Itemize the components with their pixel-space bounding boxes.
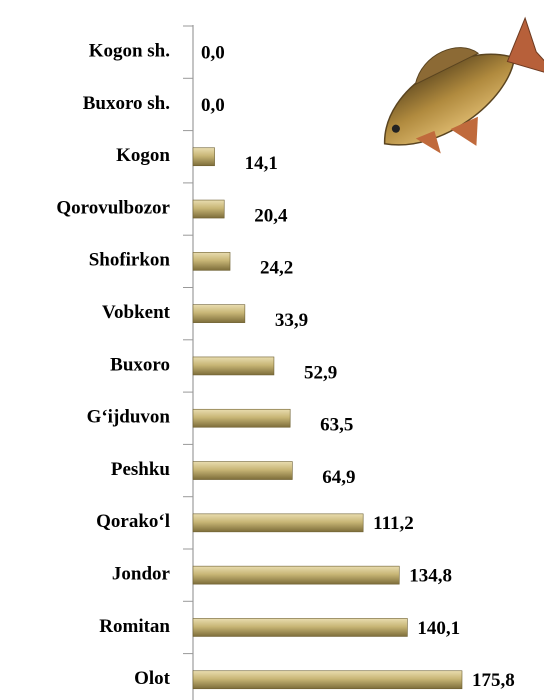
value-label: 111,2 <box>373 513 414 534</box>
value-label: 63,5 <box>320 415 353 436</box>
y-tick-label: Romitan <box>99 616 170 637</box>
value-label: 140,1 <box>417 618 460 639</box>
value-label: 24,2 <box>260 258 293 279</box>
y-tick-label: G‘ijduvon <box>87 407 171 428</box>
value-label: 33,9 <box>275 310 308 331</box>
y-tick-label: Qorako‘l <box>96 511 170 532</box>
bar <box>192 408 291 428</box>
value-label: 0,0 <box>201 43 225 64</box>
y-tick-label: Shofirkon <box>89 250 171 271</box>
bar <box>192 199 225 219</box>
value-label: 20,4 <box>254 205 288 226</box>
y-tick-label: Buxoro <box>110 354 170 375</box>
value-label: 134,8 <box>409 566 452 587</box>
bar <box>192 304 246 323</box>
y-tick-label: Olot <box>134 668 171 689</box>
value-label: 0,0 <box>201 95 225 116</box>
y-tick-label: Kogon <box>116 145 170 166</box>
y-tick-label: Peshku <box>111 459 171 480</box>
value-label: 14,1 <box>245 153 278 174</box>
fish-illustration <box>383 16 544 154</box>
bar <box>192 670 463 690</box>
y-tick-label: Kogon sh. <box>89 41 170 62</box>
bar <box>192 461 293 480</box>
y-tick-label: Buxoro sh. <box>83 93 170 114</box>
bar <box>192 147 215 167</box>
y-tick-label: Qorovulbozor <box>56 197 170 218</box>
value-label: 52,9 <box>304 362 337 383</box>
bar <box>192 252 231 271</box>
value-label: 64,9 <box>322 467 355 488</box>
y-tick-label: Vobkent <box>102 302 171 323</box>
bar <box>192 565 400 585</box>
value-label: 175,8 <box>472 670 515 691</box>
bar <box>192 513 364 533</box>
bar <box>192 356 275 376</box>
bar <box>192 618 408 637</box>
y-tick-label: Jondor <box>112 564 171 585</box>
